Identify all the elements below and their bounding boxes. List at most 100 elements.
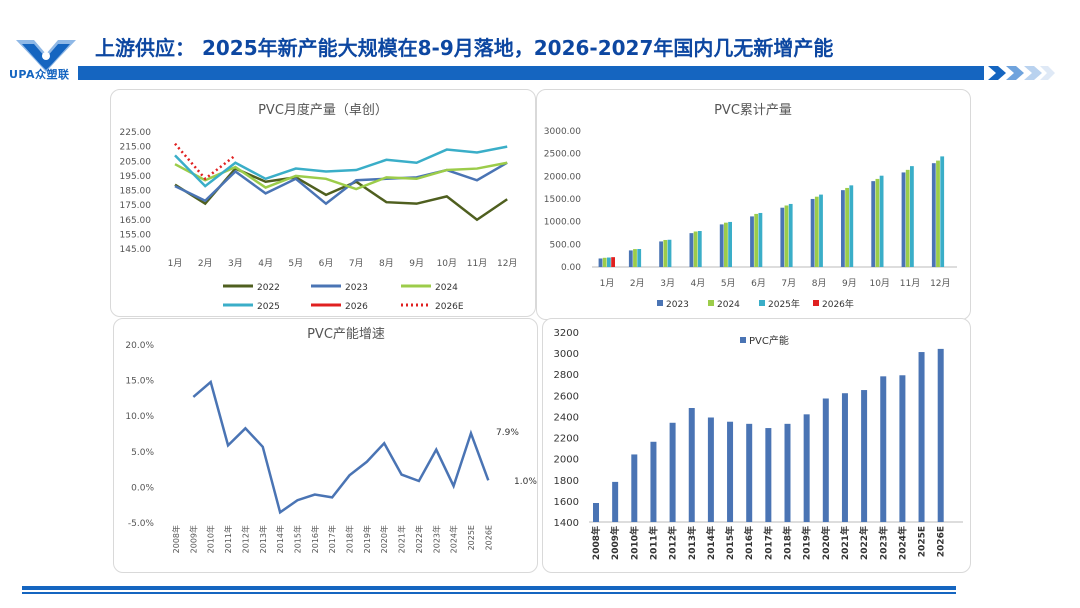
x-tick-label: 4月 xyxy=(691,278,706,289)
bar-capacity xyxy=(707,417,714,522)
x-tick-label: 2014年 xyxy=(275,525,285,553)
bar-2023 xyxy=(841,190,845,267)
page-title: 上游供应： 2025年新产能大规模在8-9月落地，2026-2027年国内几无新… xyxy=(95,36,834,60)
y-tick-label: 1800 xyxy=(554,476,579,487)
y-tick-label: 165.00 xyxy=(120,216,152,226)
legend-swatch xyxy=(740,337,746,343)
x-tick-label: 2020年 xyxy=(820,526,832,560)
legend-label: 2024 xyxy=(435,283,458,293)
x-tick-label: 2017年 xyxy=(762,526,774,560)
bar-2023 xyxy=(689,233,694,267)
bar-2024 xyxy=(784,205,789,267)
x-tick-label: 2026E xyxy=(484,525,493,550)
x-tick-label: 2019年 xyxy=(801,526,813,560)
y-tick-label: 1400 xyxy=(554,518,579,529)
x-tick-label: 4月 xyxy=(258,258,273,269)
x-tick-label: 2023年 xyxy=(877,526,889,560)
x-tick-label: 2009年 xyxy=(188,525,198,553)
y-tick-label: 205.00 xyxy=(120,157,152,167)
bar-2023 xyxy=(659,241,663,267)
bar-2023 xyxy=(719,224,724,267)
bar-capacity xyxy=(822,398,829,522)
x-tick-label: 2024年 xyxy=(896,526,908,560)
legend-label: 2025年 xyxy=(768,298,800,310)
x-tick-label: 5月 xyxy=(288,258,303,269)
y-tick-label: 0.0% xyxy=(131,483,154,493)
x-tick-label: 3月 xyxy=(228,258,243,269)
x-tick-label: 10月 xyxy=(437,258,457,269)
legend-label: 2023 xyxy=(666,300,689,310)
x-tick-label: 2018年 xyxy=(345,525,355,553)
y-tick-label: 2800 xyxy=(554,370,579,381)
y-tick-label: 155.00 xyxy=(120,230,152,240)
x-tick-label: 1月 xyxy=(600,278,615,289)
bar-2025年 xyxy=(607,257,611,267)
bar-2024 xyxy=(754,213,759,267)
legend-label: 2026E xyxy=(435,302,464,312)
bar-capacity xyxy=(669,422,676,522)
x-tick-label: 2019年 xyxy=(362,525,372,553)
y-tick-label: 2500.00 xyxy=(544,150,581,160)
x-tick-label: 10月 xyxy=(869,278,889,289)
bar-2023 xyxy=(750,216,754,267)
x-tick-label: 2015年 xyxy=(292,525,302,553)
bar-2024 xyxy=(693,231,698,267)
x-tick-label: 2025E xyxy=(918,526,928,557)
y-tick-label: 2000 xyxy=(554,455,579,466)
monthly-output-chart: PVC月度产量（卓创） 225.00 215.00 205.00 195.00 185.0… xyxy=(120,102,518,312)
x-tick-label: 1月 xyxy=(168,258,183,269)
y-tick-label: 1000.00 xyxy=(544,218,581,228)
bar-capacity xyxy=(650,441,657,522)
x-tick-label: 2008年 xyxy=(171,525,181,553)
upa-logo-icon xyxy=(16,40,76,72)
monthly-output-chart-panel: PVC月度产量（卓创） 225.00 215.00 205.00 195.00 185.0… xyxy=(110,89,536,317)
chart-title: PVC累计产量 xyxy=(714,103,792,118)
x-tick-label: 2016年 xyxy=(743,526,755,560)
x-tick-label: 2009年 xyxy=(609,526,621,560)
capacity-chart: 3200 3000 2800 2600 2400 2200 2000 1800 1600 1400… xyxy=(554,328,963,560)
legend-label: 2023 xyxy=(345,283,368,293)
y-tick-label: 215.00 xyxy=(120,143,152,153)
bar-2023 xyxy=(931,163,936,267)
chart-title: PVC月度产量（卓创） xyxy=(258,102,388,118)
bar-capacity xyxy=(688,408,695,522)
bar-2025年 xyxy=(758,212,763,267)
x-tick-label: 2016年 xyxy=(310,525,320,553)
bar-2025年 xyxy=(910,166,914,267)
bar-2024 xyxy=(845,187,849,267)
y-tick-label: 1600 xyxy=(554,497,579,508)
bar-capacity xyxy=(593,503,599,522)
bar-2025年 xyxy=(728,221,732,267)
bar-2026年 xyxy=(611,257,615,267)
x-tick-label: 11月 xyxy=(467,258,487,269)
series-line-2023 xyxy=(174,161,508,206)
bar-2025年 xyxy=(940,156,945,267)
x-tick-label: 2015年 xyxy=(724,526,736,560)
legend-label: 2026 xyxy=(345,302,368,312)
series-line-growth xyxy=(192,379,490,515)
x-tick-label: 2013年 xyxy=(686,526,698,560)
y-tick-label: 500.00 xyxy=(550,240,582,250)
y-tick-label: -5.0% xyxy=(128,519,155,529)
data-label: 1.0% xyxy=(514,477,537,487)
bar-2025年 xyxy=(667,239,672,267)
bar-capacity xyxy=(765,428,772,522)
bar-2024 xyxy=(663,239,668,267)
x-tick-label: 5月 xyxy=(721,278,736,289)
bar-2025年 xyxy=(788,203,793,267)
y-tick-label: 20.0% xyxy=(125,341,154,351)
bar-2023 xyxy=(780,207,785,267)
bar-capacity xyxy=(727,421,734,522)
x-tick-label: 2010年 xyxy=(206,525,216,553)
x-tick-label: 2011年 xyxy=(647,526,659,560)
x-tick-label: 2月 xyxy=(630,278,645,289)
x-tick-label: 2024年 xyxy=(449,525,459,553)
y-tick-label: 0.00 xyxy=(561,263,581,273)
legend-swatch xyxy=(813,300,819,306)
bar-capacity xyxy=(937,348,944,522)
x-tick-label: 2025E xyxy=(467,525,476,550)
x-tick-label: 2012年 xyxy=(667,526,679,560)
x-tick-label: 2020年 xyxy=(379,525,389,553)
series-line-2024 xyxy=(174,161,508,191)
y-tick-label: 15.0% xyxy=(125,377,154,387)
